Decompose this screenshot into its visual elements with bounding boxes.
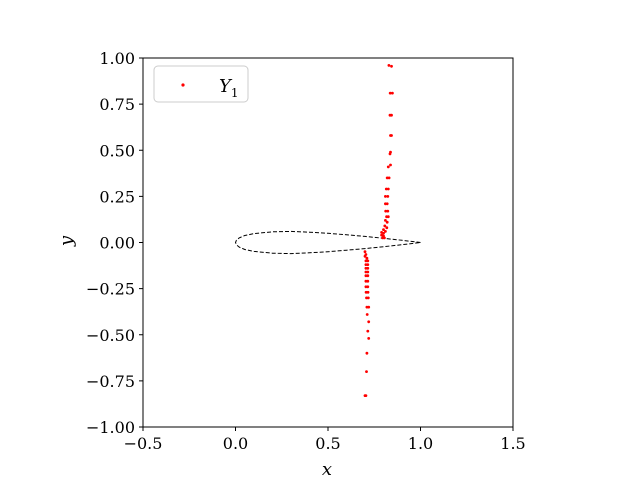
data-point [384,230,387,233]
y-tick-label: −0.75 [86,372,135,391]
data-point [363,394,367,397]
legend-label-symbol: Y [219,76,233,97]
y-tick-label: 1.00 [99,49,135,68]
data-point [366,285,370,289]
data-point [383,236,386,240]
data-point [388,113,392,117]
data-point [385,215,388,219]
data-point [387,64,391,67]
data-point [385,220,389,224]
legend: Y1 [153,65,249,103]
x-axis-label: x [322,459,332,480]
y-tick-label: 0.75 [99,95,135,114]
legend-label: Y1 [219,76,239,100]
data-point [388,91,392,95]
data-point [367,337,371,340]
x-tick-label: 0.0 [223,434,248,453]
data-point [384,195,387,198]
legend-marker [181,83,185,87]
data-point [389,134,392,137]
data-point [367,320,371,324]
x-tick-label: 0.5 [315,434,340,453]
y-tick-label: 0.50 [99,141,135,160]
data-point [382,228,385,232]
data-point [384,202,387,206]
data-point [386,209,390,213]
x-tick-label: 1.0 [408,434,433,453]
data-point [365,313,369,316]
data-point [383,224,387,228]
data-point [386,187,390,191]
y-axis-label: y [56,235,77,247]
y-tick-label: −1.00 [86,418,135,437]
y-tick-label: 0.00 [99,234,135,253]
y-tick-label: −0.50 [86,326,135,345]
airfoil-outline [234,230,421,255]
data-point [391,91,394,95]
data-point [366,263,370,266]
data-point [385,176,389,180]
legend-label-subscript: 1 [231,86,239,100]
data-point [384,187,388,191]
axes: −0.5 0.0 0.5 1.0 1.5 −1.00 −0.75 −0.50 −0.25 0.00… [86,49,526,453]
y-tick-label: −0.25 [86,280,135,299]
data-point [366,259,370,263]
data-point [384,209,388,213]
x-tick-label: −0.5 [124,434,163,453]
data-point [363,250,367,254]
data-point [363,254,367,258]
y-tick-label: 0.25 [99,187,135,206]
legend-frame [153,65,249,103]
data-point [386,195,390,198]
data-point [382,231,385,235]
data-point [385,226,389,230]
data-point [389,163,392,167]
data-point [366,279,370,283]
data-point [365,351,369,355]
data-point [384,219,387,222]
data-point [386,165,390,169]
data-point [366,290,370,294]
data-point [366,329,370,333]
data-point [366,274,370,278]
data-point [390,64,393,68]
data-point [365,256,369,260]
data-point [366,296,370,300]
data-point [367,305,371,309]
data-point [366,270,370,274]
x-tick-label: 1.5 [500,434,525,453]
data-point [365,370,368,373]
plot-area [234,64,421,397]
data-point [366,266,370,270]
data-point [388,152,392,156]
